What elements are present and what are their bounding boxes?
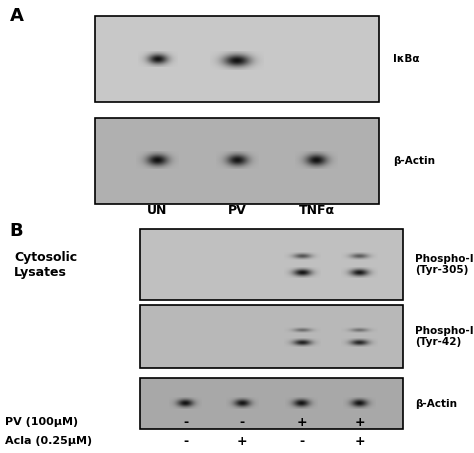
Text: -: - xyxy=(299,435,304,448)
Text: β-Actin: β-Actin xyxy=(393,156,436,166)
Text: -: - xyxy=(183,435,189,448)
Text: +: + xyxy=(296,416,307,429)
Text: Phospho-IκBα
(Tyr-305): Phospho-IκBα (Tyr-305) xyxy=(415,254,474,275)
Text: β-Actin: β-Actin xyxy=(415,399,457,409)
Bar xyxy=(140,304,403,368)
Text: -: - xyxy=(240,416,245,429)
Text: Phospho-IκBα
(Tyr-42): Phospho-IκBα (Tyr-42) xyxy=(415,326,474,347)
Text: +: + xyxy=(237,435,248,448)
Text: -: - xyxy=(183,416,189,429)
Text: B: B xyxy=(9,222,23,240)
Text: IκBα: IκBα xyxy=(393,54,420,64)
Text: PV (100μM): PV (100μM) xyxy=(5,417,78,427)
Text: Acla (0.25μM): Acla (0.25μM) xyxy=(5,436,92,446)
Bar xyxy=(95,16,379,102)
Bar xyxy=(140,378,403,429)
Text: +: + xyxy=(354,416,365,429)
Text: A: A xyxy=(9,7,23,25)
Bar xyxy=(140,229,403,300)
Text: UN: UN xyxy=(147,204,167,217)
Text: +: + xyxy=(354,435,365,448)
Text: TNFα: TNFα xyxy=(299,204,335,217)
Bar xyxy=(95,118,379,204)
Text: PV: PV xyxy=(228,204,246,217)
Text: Cytosolic
Lysates: Cytosolic Lysates xyxy=(14,251,77,279)
